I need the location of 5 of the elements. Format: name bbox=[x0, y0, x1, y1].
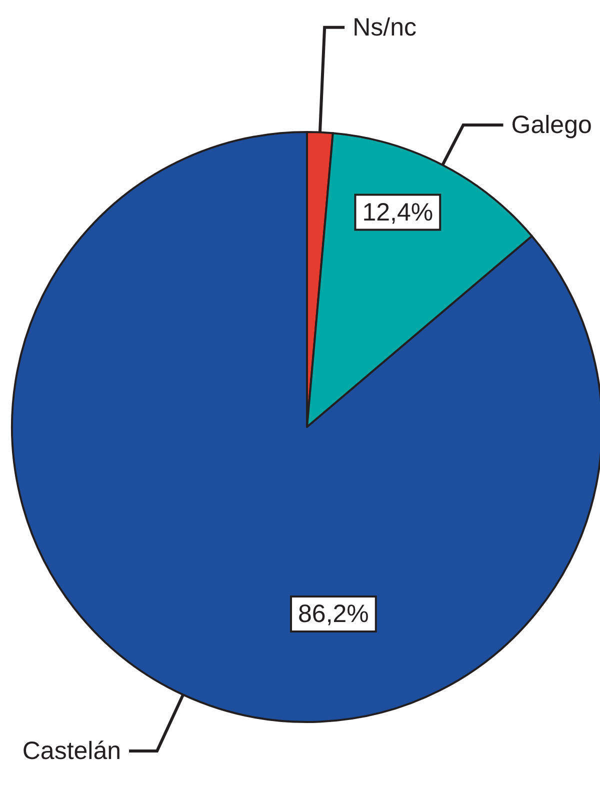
slice-label: Castelán bbox=[22, 736, 122, 765]
slice-label: Ns/nc bbox=[352, 13, 416, 42]
data-label: 86,2% bbox=[298, 600, 369, 628]
data-label: 12,4% bbox=[362, 198, 434, 226]
slice-label: Galego bbox=[511, 111, 592, 140]
